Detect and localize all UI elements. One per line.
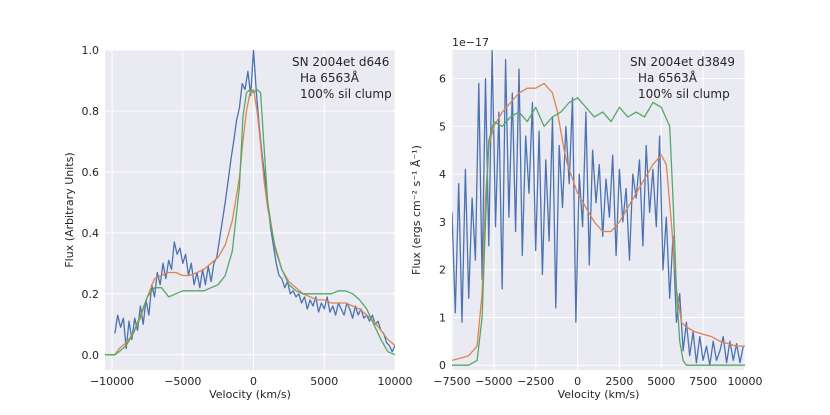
annotation-line: Ha 6563Å bbox=[300, 70, 360, 85]
y-tick-label: 5 bbox=[439, 120, 446, 133]
x-tick-label: 5000 bbox=[310, 375, 338, 388]
y-tick-label: 4 bbox=[439, 168, 446, 181]
series-group bbox=[105, 50, 395, 356]
series-line-orange-model bbox=[452, 82, 745, 362]
y-axis-label: Flux (Arbitrary Units) bbox=[63, 152, 76, 267]
y-tick-label: 6 bbox=[439, 73, 446, 86]
y-tick-label: 0.8 bbox=[82, 105, 100, 118]
y-tick-label: 3 bbox=[439, 216, 446, 229]
x-tick-label: 0 bbox=[574, 375, 581, 388]
annotation-line: 100% sil clump bbox=[638, 87, 730, 101]
y-axis-label: Flux (ergs cm⁻² s⁻¹ Å⁻¹) bbox=[410, 145, 423, 275]
x-tick-label: 0 bbox=[250, 375, 257, 388]
y-tick-label: 0.0 bbox=[82, 349, 100, 362]
x-tick-label: 2500 bbox=[605, 375, 633, 388]
x-tick-label: −5000 bbox=[475, 375, 512, 388]
y-tick-label: 0.6 bbox=[82, 166, 100, 179]
x-tick-label: −7500 bbox=[433, 375, 470, 388]
x-tick-label: −10000 bbox=[90, 375, 134, 388]
y-tick-label: 0.4 bbox=[82, 227, 100, 240]
annotation-line: 100% sil clump bbox=[300, 87, 392, 101]
chart-panel-2: −7500 −5000 −2500 0 2500 5000 7500 10000 0 1 2 3 4 5 6… bbox=[410, 36, 763, 401]
y-offset-text: 1e−17 bbox=[452, 36, 489, 49]
y-tick-label: 0 bbox=[439, 359, 446, 372]
annotation-line: Ha 6563Å bbox=[638, 70, 698, 85]
series-line-observed bbox=[452, 50, 744, 366]
x-tick-label: 10000 bbox=[378, 375, 413, 388]
chart-panel-1: −10000 −5000 0 5000 10000 0.0 0.2 0.4 0.6 0.8 1.0 V… bbox=[63, 44, 413, 401]
y-tick-label: 1.0 bbox=[82, 44, 100, 57]
x-axis-label: Velocity (km/s) bbox=[209, 388, 291, 401]
series-line-green-model bbox=[105, 88, 395, 356]
x-tick-label: 7500 bbox=[689, 375, 717, 388]
x-tick-label: −2500 bbox=[517, 375, 554, 388]
series-line-green-model bbox=[452, 97, 745, 366]
y-tick-label: 1 bbox=[439, 311, 446, 324]
x-tick-label: −5000 bbox=[164, 375, 201, 388]
y-tick-label: 2 bbox=[439, 264, 446, 277]
x-tick-label: 5000 bbox=[647, 375, 675, 388]
annotation-line: SN 2004et d646 bbox=[292, 55, 389, 69]
plot-background bbox=[105, 50, 395, 370]
y-tick-label: 0.2 bbox=[82, 288, 100, 301]
series-line-observed bbox=[114, 50, 395, 353]
series-group bbox=[452, 50, 745, 366]
x-tick-label: 10000 bbox=[728, 375, 763, 388]
annotation: SN 2004et d3849 Ha 6563Å 100% sil clump bbox=[630, 55, 735, 101]
annotation: SN 2004et d646 Ha 6563Å 100% sil clump bbox=[292, 55, 392, 101]
annotation-line: SN 2004et d3849 bbox=[630, 55, 735, 69]
x-axis-label: Velocity (km/s) bbox=[558, 388, 640, 401]
